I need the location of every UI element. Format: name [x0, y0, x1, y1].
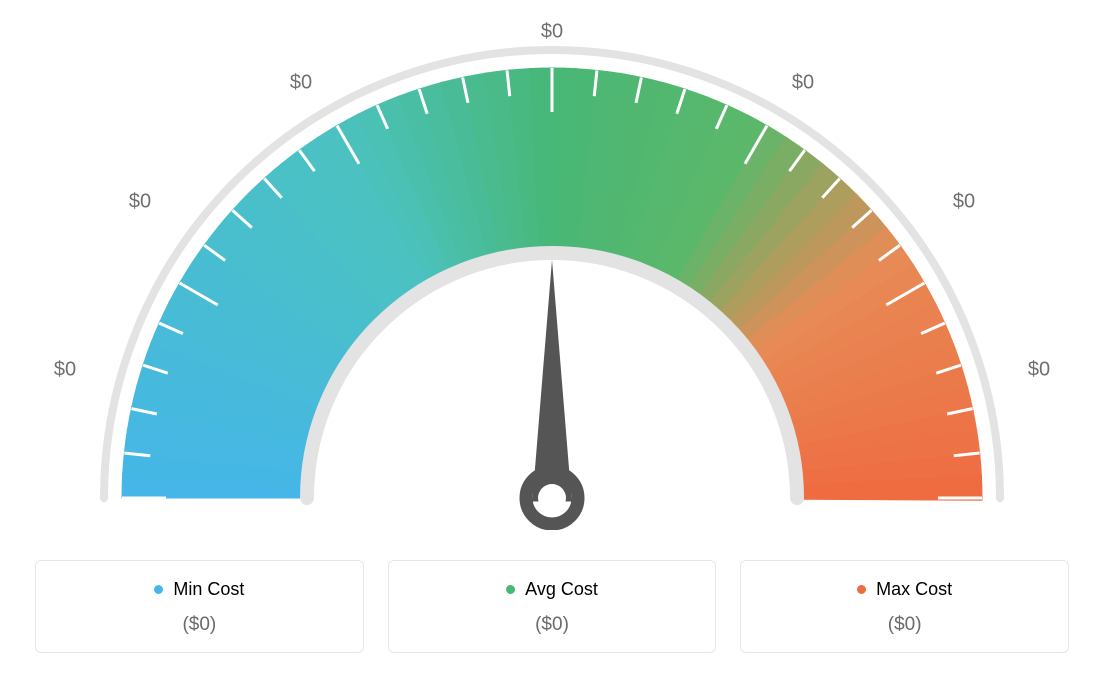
dot-icon-max	[857, 585, 866, 594]
legend-card-min: Min Cost ($0)	[35, 560, 364, 653]
dot-icon-min	[154, 585, 163, 594]
legend-value-min: ($0)	[46, 614, 353, 636]
gauge-tick-label: $0	[290, 72, 312, 95]
legend-title-avg: Avg Cost	[506, 579, 598, 600]
legend-label-min: Min Cost	[173, 579, 244, 600]
gauge-tick-label: $0	[792, 72, 814, 95]
gauge-tick-label: $0	[953, 191, 975, 214]
legend-card-max: Max Cost ($0)	[740, 560, 1069, 653]
gauge-tick-label: $0	[541, 21, 563, 44]
gauge-svg	[35, 20, 1069, 530]
legend-label-avg: Avg Cost	[525, 579, 598, 600]
gauge-tick-label: $0	[129, 191, 151, 214]
legend-value-avg: ($0)	[399, 614, 706, 636]
gauge-area: $0 $0 $0 $0 $0 $0 $0	[35, 20, 1069, 530]
legend-title-min: Min Cost	[154, 579, 244, 600]
gauge-chart-container: $0 $0 $0 $0 $0 $0 $0 Min Cost ($0) Avg Cost ($…	[35, 20, 1069, 653]
gauge-tick-label: $0	[54, 359, 76, 382]
legend-value-max: ($0)	[751, 614, 1058, 636]
legend-card-avg: Avg Cost ($0)	[388, 560, 717, 653]
legend-title-max: Max Cost	[857, 579, 952, 600]
gauge-tick-label: $0	[1028, 359, 1050, 382]
legend-label-max: Max Cost	[876, 579, 952, 600]
dot-icon-avg	[506, 585, 515, 594]
legend-row: Min Cost ($0) Avg Cost ($0) Max Cost ($0…	[35, 560, 1069, 653]
